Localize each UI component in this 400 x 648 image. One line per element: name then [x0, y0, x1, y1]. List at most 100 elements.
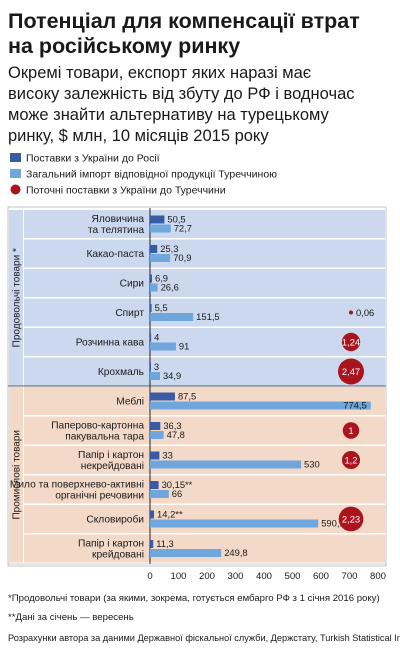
bubble-ua-tr-value: 1,2 [344, 454, 357, 465]
footnote-period: **Дані за січень — вересень [8, 612, 134, 623]
chart-subtitle-line-3: може знайти альтернативу на турецькому [8, 106, 330, 124]
bar-tr-import-value: 66 [172, 488, 182, 499]
row-band [24, 298, 385, 327]
category-label: Меблі [116, 396, 144, 408]
group-label: Продовольчі товари * [12, 248, 23, 347]
row-band [24, 210, 385, 238]
bar-tr-import-value: 70,9 [173, 252, 191, 263]
bar-tr-import [150, 283, 158, 292]
bar-tr-import [150, 313, 194, 321]
bar-ua-ru [150, 245, 158, 253]
chart-title-line-1: Потенціал для компенсації втрат [8, 9, 360, 33]
group-strip [9, 387, 23, 563]
category-label: Папір і картон [78, 450, 144, 461]
category-label: Розчинна кава [76, 338, 145, 349]
row-band [24, 239, 385, 268]
bar-tr-import [150, 401, 371, 410]
bar-ua-ru [150, 215, 165, 224]
bubble-ua-tr-value: 1,24 [342, 336, 360, 347]
bar-ua-ru [150, 274, 152, 283]
bar-tr-import [150, 460, 302, 469]
bar-tr-import-value: 590,15 [321, 518, 350, 529]
bar-tr-import-value: 47,8 [167, 429, 185, 440]
bar-ua-ru-value: 3 [154, 361, 159, 372]
category-label: некрейдовані [81, 461, 144, 472]
bar-ua-ru [150, 392, 175, 401]
bar-ua-ru-value: 87,5 [178, 391, 196, 402]
bar-tr-import [150, 431, 164, 439]
x-tick-label: 0 [147, 571, 152, 582]
bubble-ua-tr [341, 450, 361, 470]
bar-tr-import [150, 549, 222, 557]
bubble-ua-tr [342, 422, 360, 439]
row-band [24, 446, 385, 474]
category-label: органічні речовини [55, 491, 144, 502]
x-tick-label: 100 [170, 571, 186, 582]
x-tick-label: 400 [256, 571, 272, 582]
bar-tr-import [150, 519, 319, 528]
legend-swatch-ua-tr [10, 184, 21, 195]
bubble-ua-tr-value: 2,23 [342, 513, 360, 524]
group-strip [9, 210, 23, 386]
bar-ua-ru-value: 50,5 [167, 214, 185, 225]
plot-area: Продовольчі товари * Промислові товари Яло… [7, 206, 387, 582]
chart-title-line-2: на російському ринку [8, 34, 240, 58]
category-label: Папір і картон [78, 539, 144, 550]
bar-tr-import-value: 151,5 [196, 311, 219, 322]
category-label: Скловироби [86, 514, 144, 526]
bar-ua-ru-value: 33 [162, 450, 172, 461]
row-band [24, 357, 385, 386]
bar-ua-ru-value: 4 [154, 332, 159, 343]
legend-label-tr-import: Загальний імпорт відповідної продукції Т… [26, 169, 277, 181]
legend-swatch-tr-import [10, 169, 21, 178]
bubble-ua-tr [338, 506, 364, 532]
bar-ua-ru [150, 481, 159, 489]
legend-label-ua-ru: Поставки з України до Росії [26, 153, 160, 165]
bar-ua-ru [150, 451, 160, 460]
bar-ua-ru-value: 5,5 [155, 302, 168, 313]
bar-ua-ru-value: 36,3 [163, 420, 181, 431]
bar-tr-import [150, 254, 171, 262]
legend-swatch-ua-ru [10, 153, 21, 162]
category-label: пакувальна тара [65, 432, 144, 443]
bar-tr-import [150, 490, 169, 498]
row-band [24, 534, 385, 563]
category-label: Какао-паста [87, 249, 145, 260]
bar-ua-ru-value: 11,3 [156, 538, 174, 549]
bubble-ua-tr [341, 332, 361, 352]
bar-tr-import-value: 774,5 [343, 400, 366, 411]
bubble-ua-tr-value: 1 [348, 425, 353, 436]
bar-tr-import-value: 34,9 [163, 370, 181, 381]
category-label: Мило та поверхнево-активні [10, 480, 144, 491]
bar-ua-ru [150, 422, 161, 430]
bar-ua-ru-value: 6,9 [155, 273, 168, 284]
category-label: та телятина [88, 225, 144, 236]
bar-ua-ru-value: 14,2** [157, 509, 183, 520]
row-band [24, 387, 385, 415]
bar-tr-import [150, 342, 176, 351]
category-label: Спирт [115, 308, 144, 319]
chart-subtitle-line-4: ринку, $ млн, 10 місяців 2015 року [8, 127, 269, 145]
bar-tr-import [150, 224, 171, 233]
bar-tr-import-value: 249,8 [224, 547, 247, 558]
footnote-food: *Продовольчі товари (за якими, зокрема, … [8, 593, 380, 604]
row-band [24, 505, 385, 533]
category-label: крейдовані [92, 550, 144, 561]
bar-ua-ru [150, 333, 152, 342]
bar-tr-import-value: 530 [304, 459, 320, 470]
row-band [24, 475, 385, 504]
category-label: Сири [120, 279, 144, 290]
row-band [24, 416, 385, 445]
legend-label-ua-tr: Поточні поставки з України до Туреччини [26, 185, 226, 197]
x-tick-label: 700 [341, 571, 357, 582]
bar-ua-ru-value: 30,15** [162, 479, 193, 490]
category-label: Крохмаль [98, 367, 144, 378]
chart-subtitle-line-2: високу залежність від збуту до РФ і водн… [8, 85, 355, 103]
x-tick-label: 800 [370, 571, 386, 582]
bar-tr-import-value: 91 [179, 341, 189, 352]
category-label: Яловичина [92, 214, 145, 225]
row-band [24, 269, 385, 297]
x-tick-label: 500 [284, 571, 300, 582]
chart-subtitle-line-1: Окремі товари, експорт яких наразі має [8, 64, 311, 82]
